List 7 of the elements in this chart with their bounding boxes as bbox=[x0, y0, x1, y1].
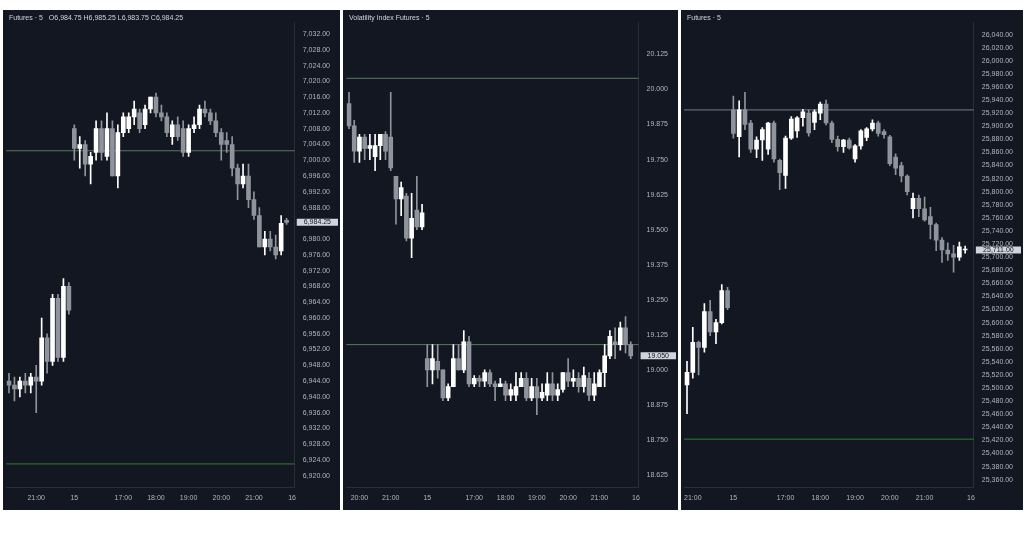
candlestick bbox=[23, 372, 28, 394]
candlestick bbox=[367, 134, 373, 160]
candlestick bbox=[945, 242, 951, 261]
candlestick bbox=[77, 136, 83, 169]
candlestick bbox=[33, 365, 39, 413]
candlestick bbox=[435, 344, 441, 379]
candlestick bbox=[612, 327, 618, 359]
